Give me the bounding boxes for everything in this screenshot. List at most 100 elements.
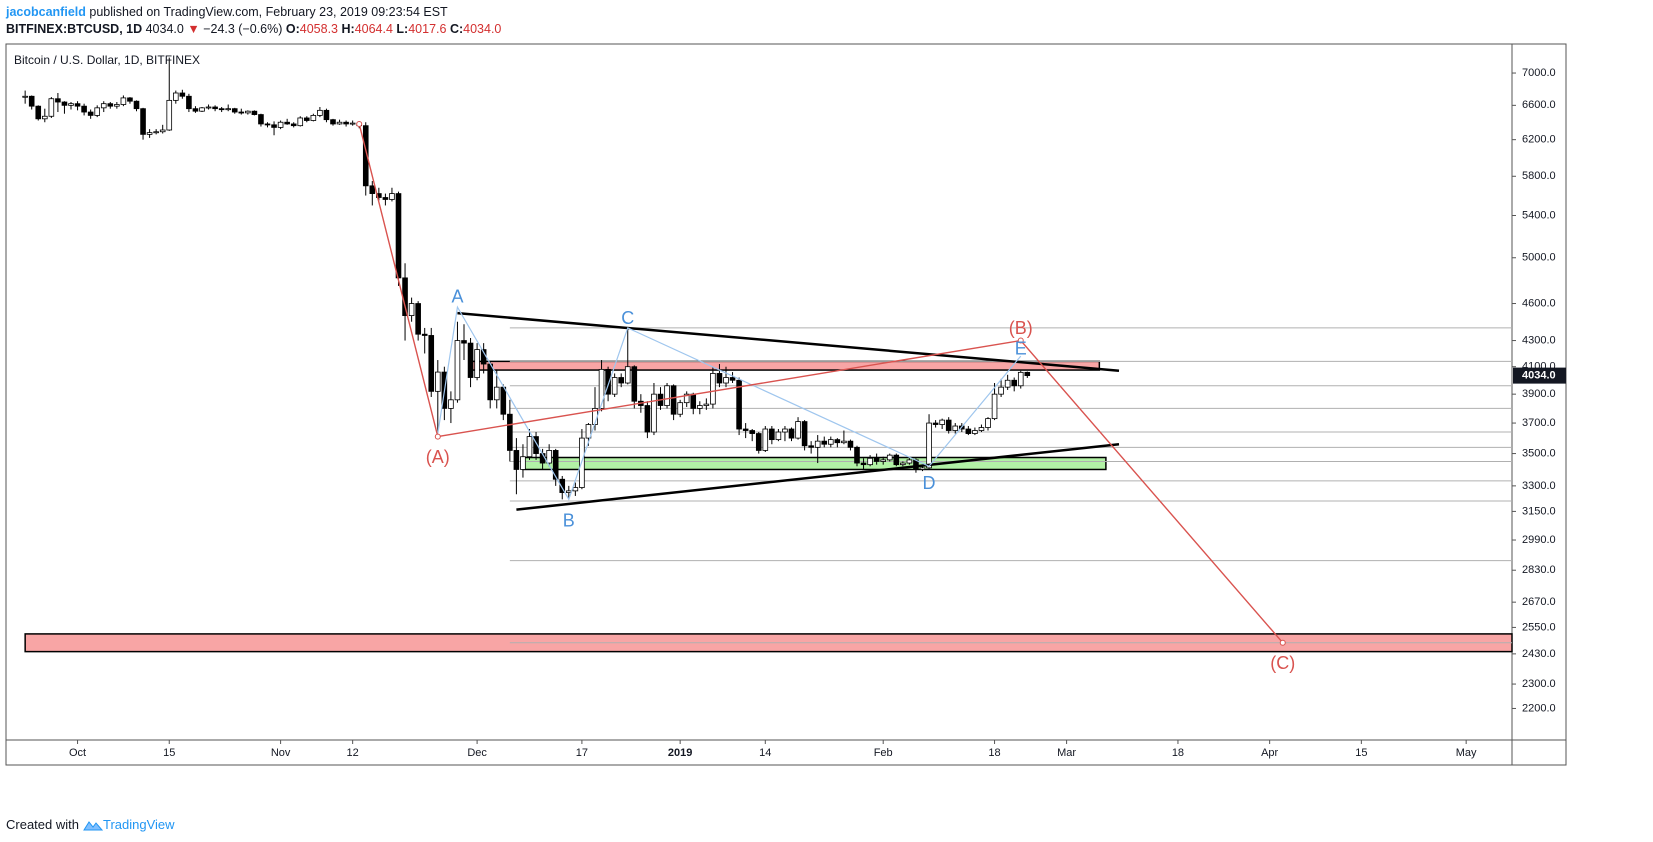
low-value: 4017.6 bbox=[408, 22, 447, 36]
candle-body-62 bbox=[428, 335, 435, 392]
author-link[interactable]: jacobcanfield bbox=[6, 5, 86, 19]
candle-body-109 bbox=[736, 379, 742, 430]
candle-body-33 bbox=[238, 111, 245, 114]
candle-body-9 bbox=[81, 105, 87, 113]
candle-body-69 bbox=[474, 349, 480, 378]
wave-label-5: (A) bbox=[426, 447, 450, 467]
candle-body-37 bbox=[264, 123, 271, 126]
candle-body-71 bbox=[487, 363, 493, 401]
candle-body-90 bbox=[611, 377, 618, 395]
time-tick-label-14: May bbox=[1456, 747, 1477, 759]
created-with-label: Created with bbox=[6, 817, 79, 832]
candle-body-120 bbox=[808, 445, 814, 448]
candle-body-135 bbox=[906, 459, 913, 464]
down-arrow-icon: ▼ bbox=[187, 22, 200, 36]
price-tick-label-17: 2550.0 bbox=[1522, 621, 1556, 633]
wave-label-1: B bbox=[563, 511, 575, 531]
time-tick-label-9: 18 bbox=[988, 747, 1000, 759]
candle-body-8 bbox=[74, 103, 81, 107]
price-tick-label-0: 7000.0 bbox=[1522, 67, 1556, 79]
candle-body-133 bbox=[893, 454, 900, 466]
candle-body-91 bbox=[618, 377, 624, 384]
candle-body-16 bbox=[127, 97, 133, 102]
candle-body-29 bbox=[212, 106, 218, 110]
candle-body-148 bbox=[991, 393, 998, 420]
candle-body-114 bbox=[769, 428, 775, 441]
price-tick-label-16: 2670.0 bbox=[1522, 596, 1556, 608]
candle-body-11 bbox=[94, 107, 101, 116]
candle-body-43 bbox=[303, 117, 310, 121]
levels-layer bbox=[509, 327, 1512, 644]
candle-body-131 bbox=[880, 459, 886, 462]
candle-body-124 bbox=[834, 439, 841, 444]
price-tick-label-3: 5800.0 bbox=[1522, 170, 1556, 182]
candle-body-134 bbox=[900, 462, 906, 466]
current-price-badge bbox=[1513, 367, 1566, 384]
time-tick-label-10: Mar bbox=[1057, 747, 1076, 759]
candle-body-150 bbox=[1004, 379, 1011, 388]
candle-body-49 bbox=[343, 121, 349, 125]
change-value: −24.3 (−0.6%) bbox=[203, 22, 283, 36]
last-price: 4034.0 bbox=[145, 22, 184, 36]
time-tick-label-0: Oct bbox=[69, 747, 86, 759]
time-tick-label-1: 15 bbox=[163, 747, 175, 759]
price-tick-label-6: 4600.0 bbox=[1522, 297, 1556, 309]
candle-body-13 bbox=[107, 103, 114, 107]
candle-body-144 bbox=[965, 428, 972, 434]
candle-body-141 bbox=[945, 419, 952, 431]
candle-body-60 bbox=[415, 303, 421, 335]
candle-body-36 bbox=[258, 114, 264, 125]
candle-body-153 bbox=[1024, 371, 1031, 377]
candle-body-35 bbox=[251, 110, 258, 115]
candle-body-63 bbox=[434, 371, 441, 392]
candle-body-5 bbox=[55, 98, 61, 103]
price-tick-label-5: 5000.0 bbox=[1522, 252, 1556, 264]
candle-body-52 bbox=[362, 125, 369, 187]
price-tick-label-10: 3700.0 bbox=[1522, 417, 1556, 429]
candle-body-117 bbox=[788, 428, 795, 439]
price-tick-label-15: 2830.0 bbox=[1522, 564, 1556, 576]
candle-body-57 bbox=[395, 193, 402, 279]
candle-body-96 bbox=[651, 393, 657, 433]
price-tick-label-4: 5400.0 bbox=[1522, 209, 1556, 221]
chart-frame bbox=[5, 43, 1567, 766]
candle-body-95 bbox=[644, 405, 651, 433]
resistance-zone bbox=[469, 360, 1101, 371]
high-label: H: bbox=[341, 22, 355, 36]
candle-body-27 bbox=[199, 107, 205, 112]
candle-body-76 bbox=[520, 456, 526, 470]
candle-body-21 bbox=[159, 129, 166, 133]
tradingview-link[interactable]: TradingView bbox=[83, 817, 175, 832]
support-zone bbox=[522, 456, 1107, 471]
candle-body-65 bbox=[448, 399, 454, 409]
candle-body-127 bbox=[854, 446, 860, 464]
candle-body-111 bbox=[749, 430, 755, 434]
symbol-label: BITFINEX:BTCUSD, 1D bbox=[6, 22, 143, 36]
price-tick-label-12: 3300.0 bbox=[1522, 480, 1556, 492]
price-tick-label-7: 4300.0 bbox=[1522, 334, 1556, 346]
wave-label-3: D bbox=[923, 473, 936, 493]
close-value: 4034.0 bbox=[463, 22, 502, 36]
time-tick-label-7: 14 bbox=[759, 747, 771, 759]
candle-body-84 bbox=[572, 487, 579, 492]
axes-layer: Bitcoin / U.S. Dollar, 1D, BITFINEX 7000.… bbox=[14, 53, 1566, 759]
candle-body-115 bbox=[775, 431, 782, 441]
candle-body-112 bbox=[755, 433, 762, 451]
candle-body-102 bbox=[690, 393, 697, 409]
candle-body-100 bbox=[677, 402, 683, 415]
candle-body-34 bbox=[245, 110, 251, 114]
price-tick-label-14: 2990.0 bbox=[1522, 534, 1556, 546]
abc-wave-point-0 bbox=[356, 120, 363, 127]
time-tick-label-6: 2019 bbox=[668, 747, 692, 759]
candle-body-88 bbox=[598, 368, 605, 409]
candle-body-23 bbox=[172, 92, 179, 101]
candle-body-68 bbox=[467, 342, 474, 378]
candle-body-40 bbox=[284, 121, 290, 125]
candle-body-89 bbox=[605, 368, 611, 395]
tradingview-brand: TradingView bbox=[102, 817, 175, 832]
open-label: O: bbox=[285, 22, 300, 36]
price-tick-label-20: 2200.0 bbox=[1522, 702, 1556, 714]
candle-body-10 bbox=[87, 111, 94, 116]
candles-layer bbox=[22, 57, 1031, 500]
